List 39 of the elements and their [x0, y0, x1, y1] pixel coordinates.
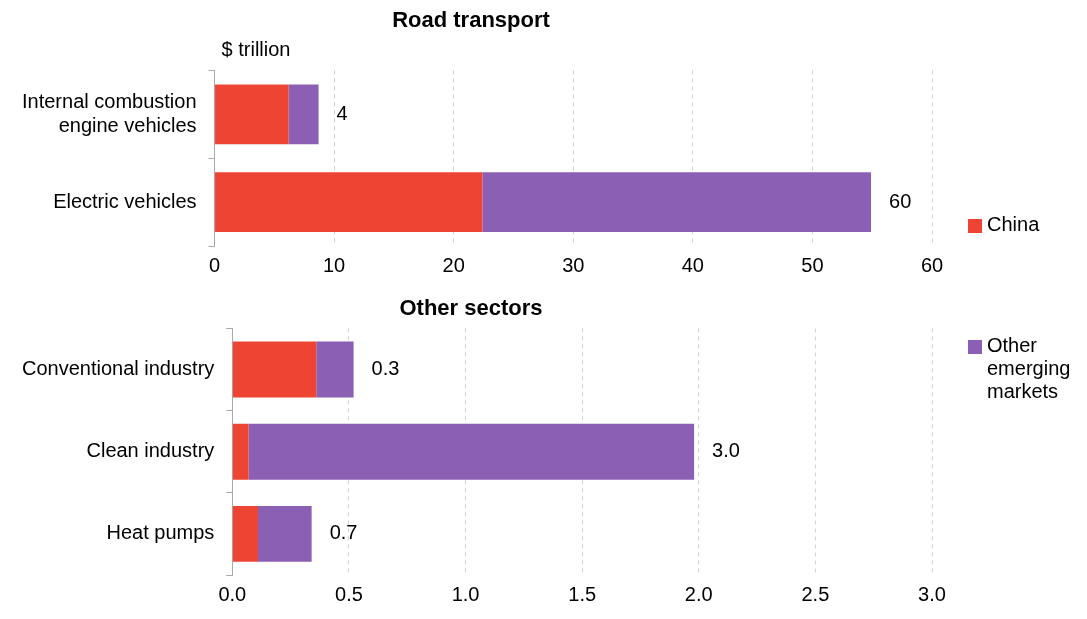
- bar: [316, 341, 354, 398]
- x-tick-label: 0: [208, 253, 221, 276]
- annotation: 4: [336, 101, 348, 124]
- x-tick-label: 60: [920, 253, 944, 276]
- x-tick-label: 2.5: [801, 582, 830, 605]
- x-tick-label: 30: [562, 253, 585, 276]
- chart-title: Road transport: [392, 7, 551, 33]
- bar: [257, 505, 312, 562]
- bar: [232, 341, 317, 398]
- x-tick-label: 1.5: [568, 582, 597, 605]
- bar: [215, 172, 483, 232]
- x-tick-label: 0.5: [335, 582, 363, 605]
- bar: [232, 423, 249, 480]
- bar: [288, 84, 319, 145]
- x-tick-label: 50: [801, 253, 824, 276]
- annotation: 60: [889, 189, 912, 212]
- y-tick-label: Internal combustion engine vehicles: [21, 89, 197, 136]
- annotation: 0.3: [371, 357, 400, 380]
- x-tick-label: 0.0: [218, 582, 247, 605]
- bar: [232, 505, 258, 562]
- annotation: 3.0: [712, 439, 740, 462]
- y-tick-label: Conventional industry: [21, 357, 215, 380]
- chart-title: Other sectors: [399, 295, 543, 321]
- x-tick-label: 2.0: [684, 582, 713, 605]
- legend-label: Other emerging markets: [987, 334, 1072, 403]
- annotation: 0.7: [329, 521, 358, 544]
- x-axis-title: $ trillion: [221, 37, 291, 60]
- bar: [215, 84, 289, 145]
- bar: [248, 423, 695, 480]
- x-tick-label: 20: [442, 253, 465, 276]
- x-tick-label: 40: [681, 253, 704, 276]
- x-tick-label: 1.0: [451, 582, 480, 605]
- y-tick-label: Heat pumps: [106, 521, 215, 544]
- x-tick-label: 3.0: [918, 582, 946, 605]
- x-tick-label: 10: [322, 253, 346, 276]
- legend-label: China: [987, 213, 1040, 236]
- y-tick-label: Clean industry: [86, 439, 215, 462]
- y-tick-label: Electric vehicles: [53, 189, 197, 212]
- bar: [482, 172, 872, 232]
